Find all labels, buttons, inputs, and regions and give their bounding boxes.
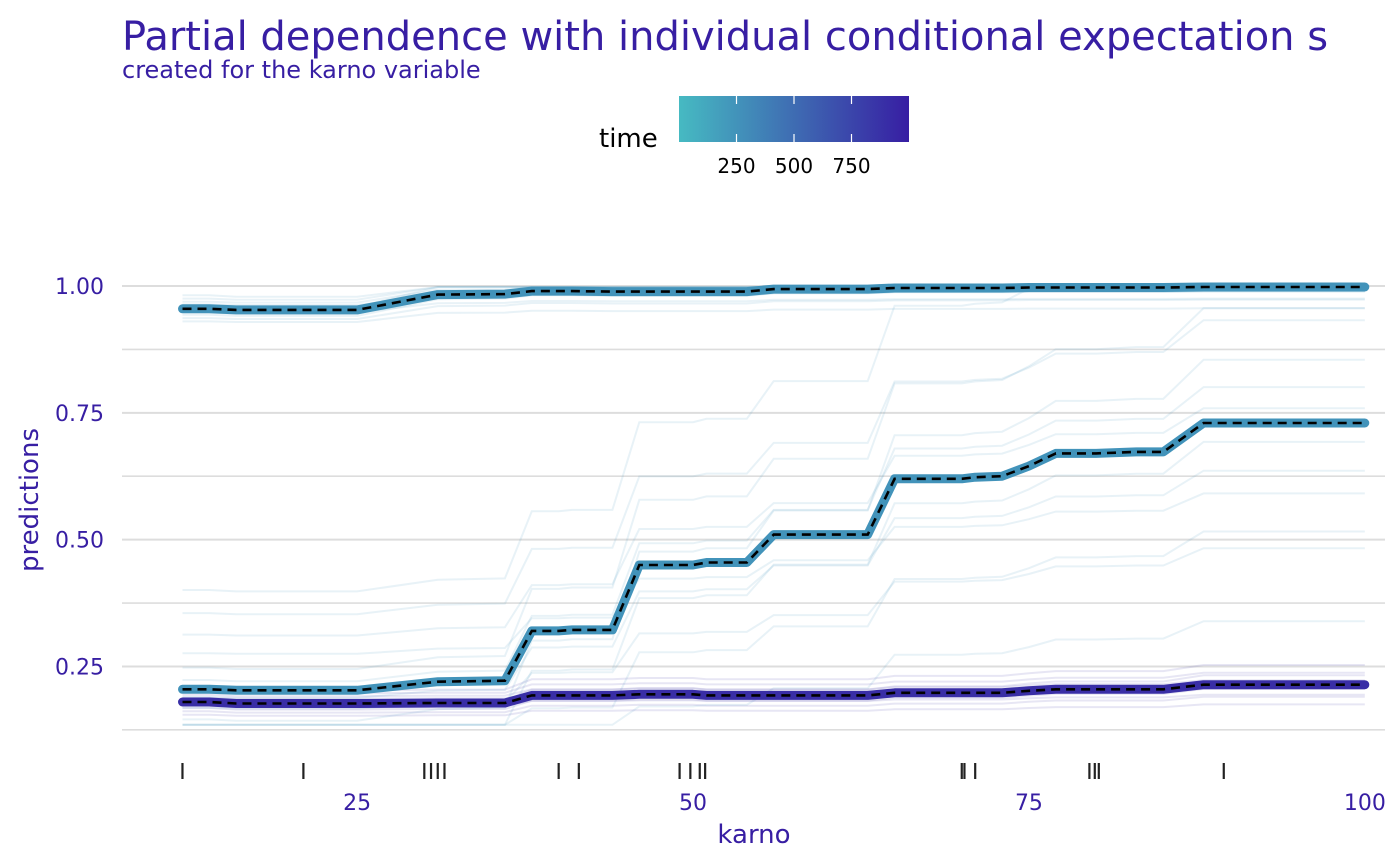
ice-line — [182, 440, 1365, 726]
x-axis-label: karno — [717, 820, 790, 850]
ice-line — [182, 407, 1365, 637]
legend-tick-label: 500 — [775, 154, 813, 178]
chart-title: Partial dependence with individual condi… — [122, 14, 1328, 60]
ice-line — [182, 307, 1365, 323]
legend-tick-label: 250 — [717, 154, 755, 178]
ice-line — [182, 298, 1365, 320]
pd-line — [178, 418, 1370, 695]
ice-line — [182, 671, 1365, 695]
pd-curves — [178, 282, 1370, 708]
legend-tick-label: 750 — [832, 154, 870, 178]
ice-curves — [182, 286, 1365, 726]
ice-line — [182, 703, 1365, 717]
ice-line — [182, 664, 1365, 692]
x-tick-label: 25 — [343, 791, 371, 816]
pd-line-dash — [182, 285, 1365, 312]
ice-line — [182, 530, 1365, 726]
ice-line — [182, 620, 1365, 726]
legend-title: time — [599, 124, 658, 154]
x-tick-label: 75 — [1015, 791, 1043, 816]
ice-line — [182, 319, 1365, 616]
axes: 25 50 75 100 0.25 0.50 0.75 1.00 — [55, 275, 1386, 816]
y-tick-label: 1.00 — [55, 275, 104, 300]
ice-line — [182, 492, 1365, 655]
chart-subtitle: created for the karno variable — [122, 56, 481, 84]
ice-line — [182, 687, 1365, 711]
pd-line-dash — [182, 683, 1365, 705]
ice-line — [182, 297, 1365, 314]
ice-line — [182, 469, 1365, 699]
grid — [122, 285, 1385, 731]
ice-line — [182, 679, 1365, 698]
x-tick-label: 50 — [679, 791, 707, 816]
pd-line-dash — [182, 421, 1365, 692]
y-axis-label: predictions — [15, 428, 45, 572]
rug — [181, 763, 1225, 779]
y-tick-label: 0.75 — [55, 402, 104, 427]
y-tick-label: 0.25 — [55, 655, 104, 680]
ice-line — [182, 358, 1365, 722]
ice-line — [182, 695, 1365, 714]
y-tick-label: 0.50 — [55, 529, 104, 554]
ice-line — [182, 386, 1365, 683]
legend: time 250 500 750 — [599, 96, 909, 178]
ice-line — [182, 307, 1365, 670]
x-tick-label: 100 — [1344, 791, 1386, 816]
